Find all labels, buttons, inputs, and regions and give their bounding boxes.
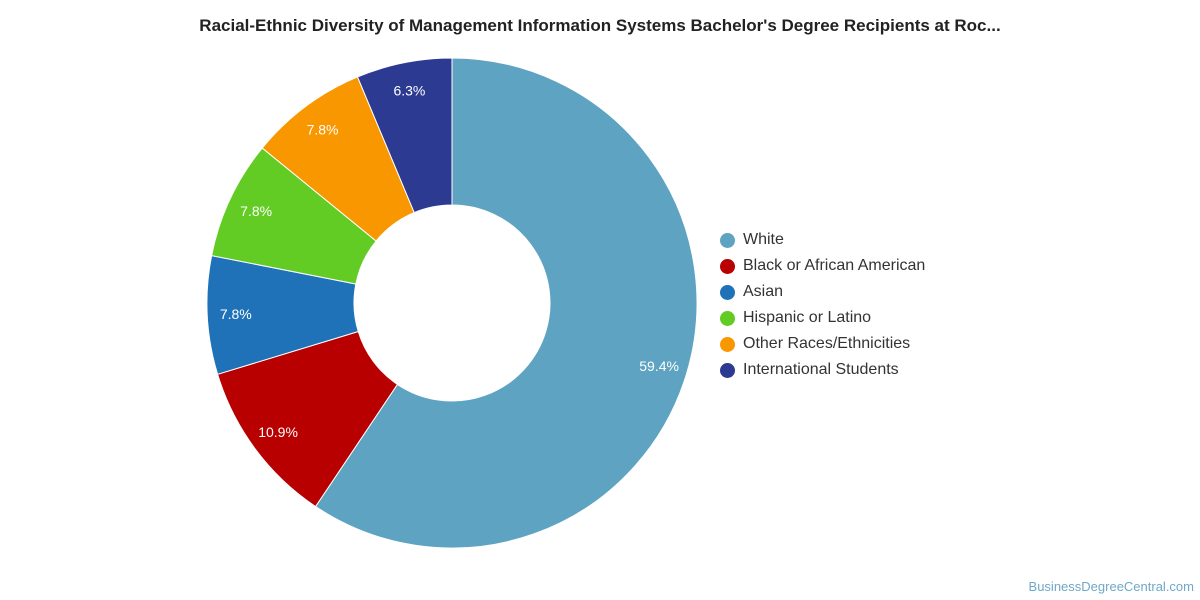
slice-label-3: 7.8% — [240, 203, 272, 219]
legend-label-3: Hispanic or Latino — [743, 309, 872, 326]
legend-swatch-4 — [720, 336, 735, 352]
pie-slice-5[interactable] — [356, 57, 453, 214]
legend-item-0[interactable]: White — [720, 227, 925, 253]
legend-swatch-3 — [720, 310, 735, 326]
chart-title: Racial-Ethnic Diversity of Management In… — [199, 16, 1001, 35]
legend-swatch-1 — [720, 258, 735, 274]
legend-swatch-5 — [720, 362, 735, 378]
slice-label-4: 7.8% — [307, 121, 339, 137]
legend-label-4: Other Races/Ethnicities — [743, 335, 911, 352]
legend-item-1[interactable]: Black or African American — [720, 253, 925, 279]
legend-label-1: Black or African American — [743, 257, 926, 274]
slice-label-2: 7.8% — [220, 306, 252, 322]
legend-item-5[interactable]: International Students — [720, 357, 925, 383]
slice-label-5: 6.3% — [393, 83, 425, 99]
slice-label-0: 59.4% — [639, 358, 679, 374]
legend-swatch-2 — [720, 284, 735, 300]
legend-item-3[interactable]: Hispanic or Latino — [720, 305, 925, 331]
chart-legend: White Black or African American Asian Hispa… — [720, 227, 925, 383]
legend-label-5: International Students — [743, 361, 899, 378]
pie-slice-0[interactable] — [314, 57, 698, 549]
legend-item-2[interactable]: Asian — [720, 279, 925, 305]
site-credit[interactable]: BusinessDegreeCentral.com — [1028, 579, 1194, 594]
slice-label-1: 10.9% — [258, 424, 298, 440]
legend-label-2: Asian — [743, 283, 784, 300]
legend-swatch-0 — [720, 232, 735, 248]
legend-item-4[interactable]: Other Races/Ethnicities — [720, 331, 925, 357]
legend-label-0: White — [743, 231, 784, 248]
